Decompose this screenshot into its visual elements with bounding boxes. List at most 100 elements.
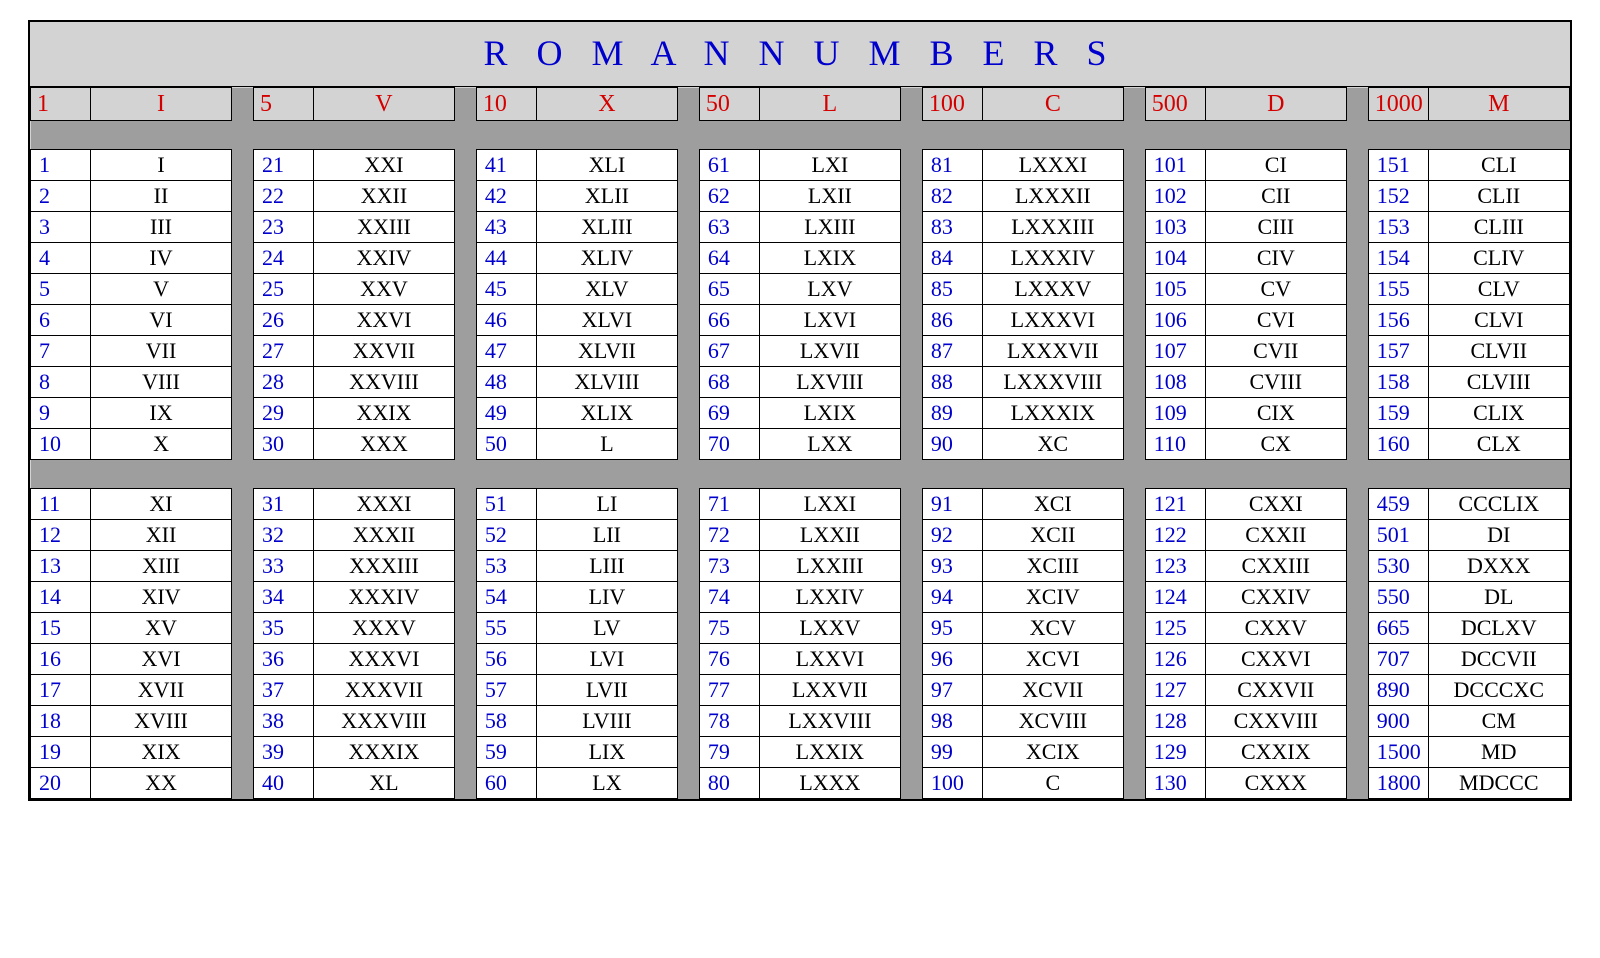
arabic-number: 900 — [1368, 706, 1428, 737]
roman-numeral: XIX — [90, 737, 231, 768]
arabic-number: 459 — [1368, 489, 1428, 520]
table-row: 18XVIII38XXXVIII58LVIII78LXXVIII98XCVIII… — [31, 706, 1570, 737]
arabic-number: 45 — [476, 274, 536, 305]
roman-numeral: CXXX — [1205, 768, 1346, 799]
table-row: 10X30XXX50L70LXX90XC110CX160CLX — [31, 429, 1570, 460]
table-row: 11XI31XXXI51LI71LXXI91XCI121CXXI459CCCLI… — [31, 489, 1570, 520]
roman-numeral: XCVI — [982, 644, 1123, 675]
arabic-number: 108 — [1145, 367, 1205, 398]
table-row: 19XIX39XXXIX59LIX79LXXIX99XCIX129CXXIX15… — [31, 737, 1570, 768]
arabic-number: 41 — [476, 150, 536, 181]
arabic-number: 152 — [1368, 181, 1428, 212]
table-row: 4IV24XXIV44XLIV64LXIX84LXXXIV104CIV154CL… — [31, 243, 1570, 274]
roman-numeral: LXXXVII — [982, 336, 1123, 367]
arabic-number: 109 — [1145, 398, 1205, 429]
arabic-number: 15 — [31, 613, 91, 644]
roman-numeral: CCCLIX — [1428, 489, 1569, 520]
arabic-number: 58 — [476, 706, 536, 737]
roman-numeral: XVII — [90, 675, 231, 706]
arabic-number: 18 — [31, 706, 91, 737]
roman-numeral: XXIII — [313, 212, 454, 243]
header-roman: L — [759, 88, 900, 121]
arabic-number: 24 — [253, 243, 313, 274]
roman-numeral: XI — [90, 489, 231, 520]
table-row: 3III23XXIII43XLIII63LXIII83LXXXIII103CII… — [31, 212, 1570, 243]
arabic-number: 34 — [253, 582, 313, 613]
arabic-number: 32 — [253, 520, 313, 551]
roman-numeral: XLII — [536, 181, 677, 212]
table-row: 5V25XXV45XLV65LXV85LXXXV105CV155CLV — [31, 274, 1570, 305]
roman-numeral: CX — [1205, 429, 1346, 460]
table-row: 7VII27XXVII47XLVII67LXVII87LXXXVII107CVI… — [31, 336, 1570, 367]
roman-numeral: CXXIX — [1205, 737, 1346, 768]
table-row: 15XV35XXXV55LV75LXXV95XCV125CXXV665DCLXV — [31, 613, 1570, 644]
arabic-number: 48 — [476, 367, 536, 398]
arabic-number: 102 — [1145, 181, 1205, 212]
arabic-number: 28 — [253, 367, 313, 398]
arabic-number: 27 — [253, 336, 313, 367]
arabic-number: 78 — [699, 706, 759, 737]
roman-numeral: XXVIII — [313, 367, 454, 398]
roman-numeral: LXXXIV — [982, 243, 1123, 274]
roman-numeral: VI — [90, 305, 231, 336]
arabic-number: 95 — [922, 613, 982, 644]
arabic-number: 9 — [31, 398, 91, 429]
spacer-bar — [31, 121, 1570, 150]
arabic-number: 75 — [699, 613, 759, 644]
roman-numeral: XC — [982, 429, 1123, 460]
arabic-number: 2 — [31, 181, 91, 212]
arabic-number: 4 — [31, 243, 91, 274]
table-row: 20XX40XL60LX80LXXX100C130CXXX1800MDCCC — [31, 768, 1570, 799]
arabic-number: 36 — [253, 644, 313, 675]
roman-numeral: LIX — [536, 737, 677, 768]
arabic-number: 69 — [699, 398, 759, 429]
arabic-number: 40 — [253, 768, 313, 799]
header-roman: C — [982, 88, 1123, 121]
arabic-number: 72 — [699, 520, 759, 551]
arabic-number: 127 — [1145, 675, 1205, 706]
roman-numeral: CXXI — [1205, 489, 1346, 520]
arabic-number: 121 — [1145, 489, 1205, 520]
table-row: 13XIII33XXXIII53LIII73LXXIII93XCIII123CX… — [31, 551, 1570, 582]
grid-table: 1I5V10X50L100C500D1000M1I21XXI41XLI61LXI… — [30, 87, 1570, 799]
arabic-number: 1 — [31, 150, 91, 181]
roman-numeral: LXXXII — [982, 181, 1123, 212]
roman-numeral: LXXXVI — [982, 305, 1123, 336]
header-arabic: 1000 — [1368, 88, 1428, 121]
arabic-number: 129 — [1145, 737, 1205, 768]
arabic-number: 73 — [699, 551, 759, 582]
roman-numeral: XXII — [313, 181, 454, 212]
roman-numeral: CXXII — [1205, 520, 1346, 551]
arabic-number: 13 — [31, 551, 91, 582]
roman-numeral: LXXX — [759, 768, 900, 799]
roman-numeral: CLVIII — [1428, 367, 1569, 398]
arabic-number: 71 — [699, 489, 759, 520]
arabic-number: 91 — [922, 489, 982, 520]
header-symbols-row: 1I5V10X50L100C500D1000M — [31, 88, 1570, 121]
table-row: 17XVII37XXXVII57LVII77LXXVII97XCVII127CX… — [31, 675, 1570, 706]
roman-numeral: IX — [90, 398, 231, 429]
arabic-number: 126 — [1145, 644, 1205, 675]
arabic-number: 66 — [699, 305, 759, 336]
roman-numeral: XL — [313, 768, 454, 799]
arabic-number: 80 — [699, 768, 759, 799]
roman-numeral: CVI — [1205, 305, 1346, 336]
roman-numeral: LXXVIII — [759, 706, 900, 737]
roman-numeral: LXXI — [759, 489, 900, 520]
arabic-number: 96 — [922, 644, 982, 675]
roman-numeral: CLIX — [1428, 398, 1569, 429]
roman-numeral: CXXV — [1205, 613, 1346, 644]
header-arabic: 1 — [31, 88, 91, 121]
roman-numeral: MDCCC — [1428, 768, 1569, 799]
table-row: 2II22XXII42XLII62LXII82LXXXII102CII152CL… — [31, 181, 1570, 212]
header-roman: I — [90, 88, 231, 121]
arabic-number: 160 — [1368, 429, 1428, 460]
header-arabic: 10 — [476, 88, 536, 121]
roman-numeral: CVIII — [1205, 367, 1346, 398]
roman-numeral: LXXXIII — [982, 212, 1123, 243]
arabic-number: 76 — [699, 644, 759, 675]
arabic-number: 30 — [253, 429, 313, 460]
roman-numeral: MD — [1428, 737, 1569, 768]
arabic-number: 38 — [253, 706, 313, 737]
arabic-number: 105 — [1145, 274, 1205, 305]
